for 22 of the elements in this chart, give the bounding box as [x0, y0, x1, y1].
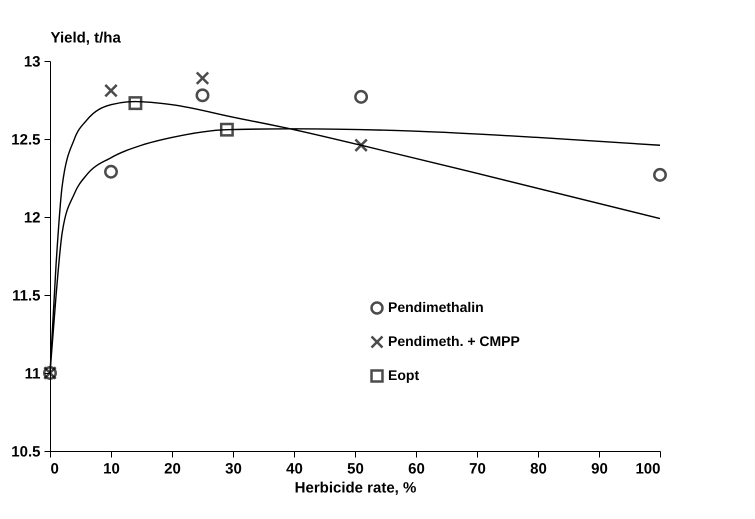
x-tick-label: 20	[164, 460, 181, 478]
x-tick-label: 0	[50, 460, 59, 478]
x-tick-label: 10	[103, 460, 120, 478]
y-tick-label: 11.5	[12, 288, 40, 304]
x-tick-label: 60	[408, 460, 425, 478]
y-tick-label: 13	[24, 54, 40, 70]
y-tick-label: 12.5	[11, 132, 40, 148]
x-tick-label: 70	[469, 460, 486, 478]
x-tick-label: 100	[635, 460, 660, 478]
legend-label: Pendimeth. + CMPP	[388, 333, 520, 349]
x-tick-label: 50	[347, 460, 364, 478]
x-tick-label: 80	[530, 460, 547, 478]
legend-label: Pendimethalin	[388, 299, 484, 315]
y-tick-label: 10.5	[11, 444, 40, 460]
x-tick-label: 40	[286, 460, 303, 478]
x-axis-title: Herbicide rate, %	[294, 480, 416, 496]
x-tick-label: 90	[591, 460, 608, 478]
legend-label: Eopt	[388, 367, 420, 383]
y-tick-label: 12	[24, 210, 40, 226]
y-axis-title: Yield, t/ha	[50, 30, 122, 46]
x-tick-label: 30	[225, 460, 242, 478]
y-tick-label: 11	[24, 366, 40, 382]
